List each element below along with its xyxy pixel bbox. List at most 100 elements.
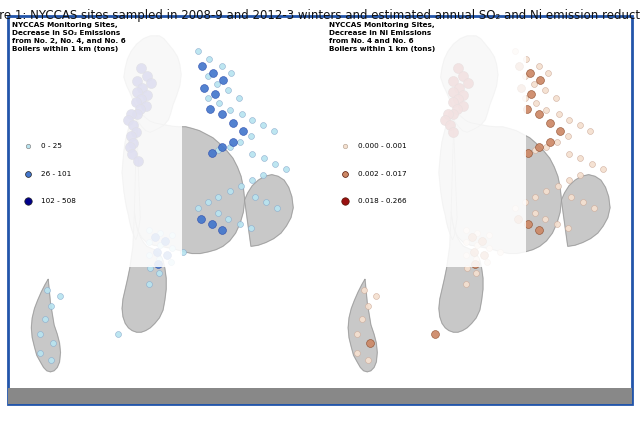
Text: 0.018 - 0.266: 0.018 - 0.266: [358, 198, 407, 204]
Point: [575, 122, 585, 129]
Polygon shape: [134, 110, 244, 253]
Point: [531, 100, 541, 107]
Polygon shape: [348, 279, 377, 372]
Point: [449, 78, 459, 85]
Polygon shape: [441, 36, 498, 132]
Text: NYCCAS Monitoring Sites,
Decrease in Ni Emissions
from No. 4 and No. 6
Boilers w: NYCCAS Monitoring Sites, Decrease in Ni …: [329, 22, 435, 52]
Point: [146, 80, 156, 86]
Text: Figure 1: NYCCAS sites sampled in 2008-9 and 2012-3 winters and estimated annual: Figure 1: NYCCAS sites sampled in 2008-9…: [0, 9, 640, 22]
Point: [208, 70, 218, 77]
Point: [217, 111, 227, 118]
Point: [166, 258, 176, 265]
Point: [443, 111, 453, 118]
Point: [259, 155, 269, 162]
Point: [35, 349, 45, 356]
Point: [371, 292, 381, 299]
Point: [127, 151, 137, 158]
Point: [214, 100, 225, 107]
Polygon shape: [244, 175, 293, 246]
Point: [520, 94, 531, 101]
Point: [555, 127, 565, 134]
Point: [470, 261, 481, 268]
Point: [566, 193, 577, 200]
Point: [204, 56, 214, 63]
Point: [364, 340, 374, 346]
Point: [154, 261, 164, 268]
Point: [144, 239, 154, 246]
Point: [193, 204, 203, 211]
Point: [540, 215, 550, 222]
Point: [430, 331, 440, 338]
Polygon shape: [168, 281, 192, 308]
Point: [514, 63, 524, 70]
Point: [167, 232, 177, 239]
Point: [352, 331, 362, 338]
Point: [495, 248, 505, 255]
Point: [541, 188, 552, 195]
Point: [46, 302, 56, 309]
Point: [167, 244, 177, 251]
Polygon shape: [451, 110, 561, 253]
Point: [154, 255, 164, 262]
Point: [141, 92, 152, 99]
Point: [204, 94, 214, 101]
Point: [543, 70, 553, 77]
Point: [363, 356, 373, 363]
Point: [598, 166, 608, 173]
Point: [363, 302, 373, 309]
Point: [126, 111, 136, 118]
Point: [213, 147, 223, 154]
Point: [467, 233, 477, 240]
Point: [541, 144, 552, 151]
Point: [453, 65, 463, 71]
Point: [440, 116, 451, 123]
Point: [152, 248, 162, 255]
Point: [217, 63, 227, 70]
Point: [250, 193, 260, 200]
Point: [144, 226, 154, 233]
Bar: [10, 14, 182, 267]
Point: [40, 316, 50, 323]
Point: [136, 96, 147, 103]
Point: [483, 258, 493, 265]
Point: [246, 133, 256, 140]
Point: [281, 166, 291, 173]
Point: [462, 265, 472, 272]
Point: [484, 244, 494, 251]
Point: [461, 252, 471, 258]
Point: [135, 105, 145, 112]
Point: [141, 72, 152, 79]
Point: [132, 111, 142, 118]
Point: [126, 133, 136, 140]
Point: [198, 85, 209, 92]
Point: [225, 144, 235, 151]
Point: [125, 144, 135, 151]
Point: [339, 198, 349, 205]
Point: [472, 230, 482, 236]
Point: [226, 70, 236, 77]
Point: [458, 92, 468, 99]
Point: [213, 193, 223, 200]
Point: [553, 182, 563, 189]
Point: [530, 193, 540, 200]
Point: [258, 122, 268, 129]
Point: [204, 199, 214, 206]
Point: [235, 138, 245, 145]
Point: [132, 158, 143, 165]
Point: [552, 221, 562, 228]
Point: [587, 160, 597, 167]
Polygon shape: [561, 175, 610, 246]
Point: [339, 170, 349, 177]
Point: [545, 138, 555, 145]
Point: [352, 349, 362, 356]
Point: [578, 199, 588, 206]
Point: [534, 63, 544, 70]
Polygon shape: [485, 281, 509, 308]
Point: [564, 116, 574, 123]
Point: [461, 226, 471, 233]
Point: [54, 292, 65, 299]
Point: [247, 151, 257, 158]
Point: [471, 255, 481, 262]
Point: [545, 120, 555, 126]
Point: [145, 265, 156, 272]
